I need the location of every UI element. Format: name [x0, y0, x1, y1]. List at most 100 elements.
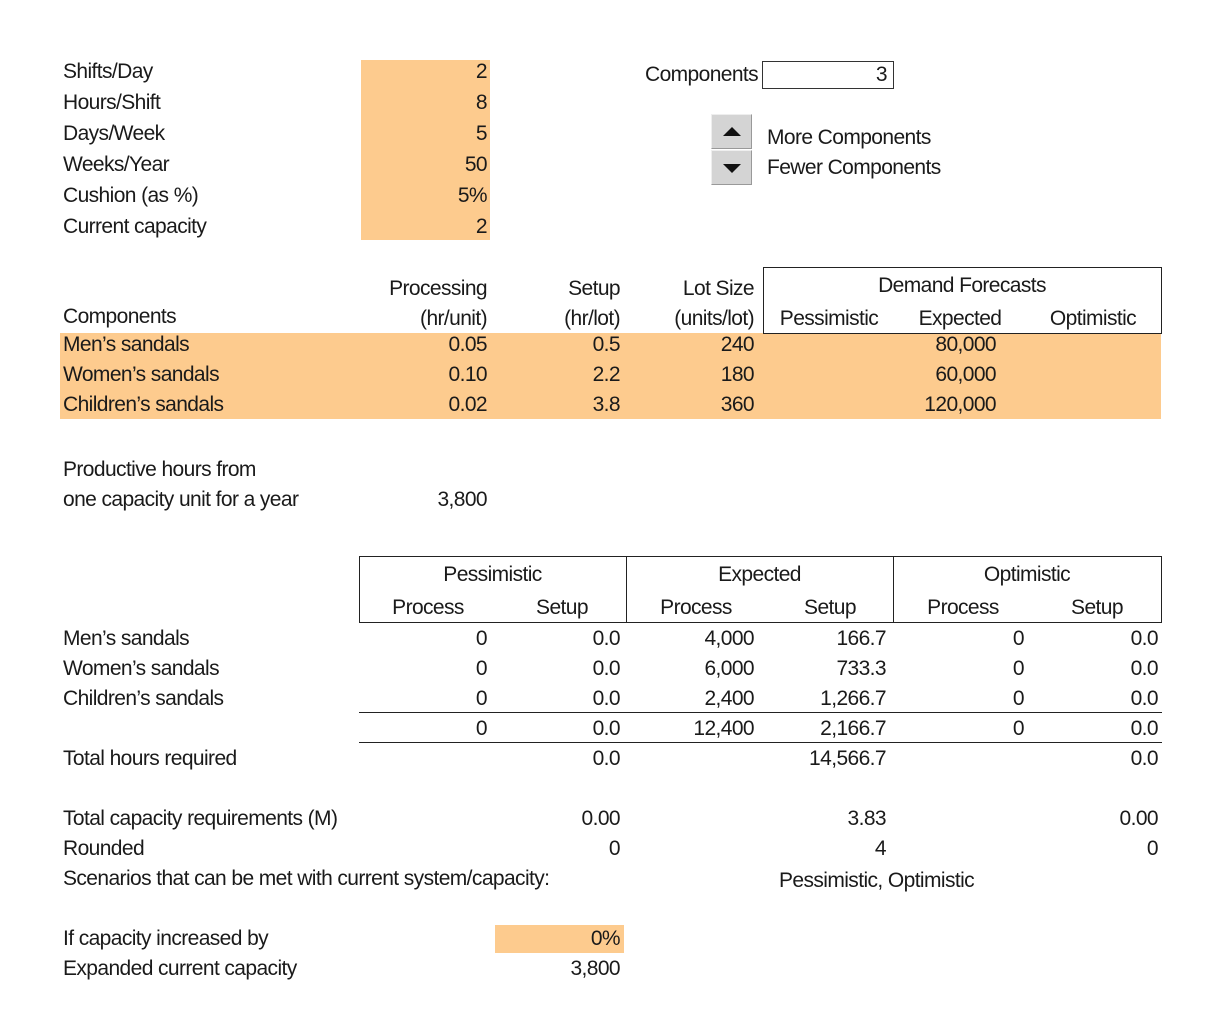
- subtotal-setup-pessimistic: 0.0: [592, 717, 621, 740]
- rounded-pessimistic: 0: [608, 837, 621, 860]
- param-label: Weeks/Year: [63, 153, 170, 176]
- subtotal-process-pessimistic: 0: [475, 717, 488, 740]
- scenarios-met-label: Scenarios that can be met with current s…: [63, 867, 550, 890]
- subtotal-line: [359, 712, 1162, 713]
- process-pessimistic: 0: [475, 657, 488, 680]
- total-hours-label: Total hours required: [63, 747, 237, 770]
- process-optimistic: 0: [1012, 687, 1025, 710]
- pessimistic-header: Pessimistic: [779, 307, 879, 330]
- productive-hours-label: Productive hours from: [63, 458, 256, 481]
- rounded-label: Rounded: [63, 837, 145, 860]
- param-label: Current capacity: [63, 215, 207, 238]
- demand-forecasts-box: [763, 267, 1162, 334]
- more-components-label: More Components: [767, 126, 931, 149]
- component-name: Children’s sandals: [63, 687, 224, 710]
- more-components-button[interactable]: [711, 114, 752, 149]
- setup-expected: 1,266.7: [820, 687, 886, 710]
- process-optimistic: 0: [1012, 627, 1025, 650]
- subtotal-process-expected: 12,400: [693, 717, 754, 740]
- increase-input-fill: [495, 925, 624, 953]
- param-value-shifts-day[interactable]: 2: [475, 60, 488, 83]
- param-value-current-capacity[interactable]: 2: [475, 215, 488, 238]
- processing-value[interactable]: 0.05: [448, 333, 488, 356]
- triangle-down-icon: [723, 164, 741, 173]
- productive-hours-value: 3,800: [437, 488, 487, 511]
- expected-demand-value[interactable]: 60,000: [935, 363, 996, 386]
- scenario-header-optimistic: Optimistic: [983, 563, 1071, 586]
- increase-value[interactable]: 0%: [590, 927, 621, 950]
- params-input-fill: [361, 60, 490, 240]
- components-input-fill: [60, 333, 1161, 419]
- lot-size-value[interactable]: 180: [720, 363, 755, 386]
- capacity-requirements-label: Total capacity requirements (M): [63, 807, 338, 830]
- setup-pessimistic: 0.0: [592, 627, 621, 650]
- param-value-days-week[interactable]: 5: [475, 122, 488, 145]
- process-optimistic: 0: [1012, 657, 1025, 680]
- setup-optimistic: 0.0: [1130, 687, 1159, 710]
- param-value-cushion[interactable]: 5%: [457, 184, 488, 207]
- component-name: Women’s sandals: [63, 657, 220, 680]
- expected-demand-value[interactable]: 80,000: [935, 333, 996, 356]
- component-name[interactable]: Men’s sandals: [63, 333, 190, 356]
- scenario-header-pessimistic: Pessimistic: [443, 563, 542, 586]
- scenarios-met-value: Pessimistic, Optimistic: [779, 869, 975, 892]
- param-value-hours-shift[interactable]: 8: [475, 91, 488, 114]
- setup-unit-header: (hr/lot): [564, 307, 620, 330]
- process-header: Process: [660, 596, 732, 619]
- lot-size-unit-header: (units/lot): [674, 307, 754, 330]
- setup-optimistic: 0.0: [1130, 657, 1159, 680]
- setup-value[interactable]: 2.2: [592, 363, 621, 386]
- setup-header: Setup: [568, 277, 620, 300]
- rounded-optimistic: 0: [1146, 837, 1159, 860]
- setup-pessimistic: 0.0: [592, 657, 621, 680]
- processing-value[interactable]: 0.02: [448, 393, 488, 416]
- triangle-up-icon: [723, 127, 741, 136]
- processing-header: Processing: [389, 277, 487, 300]
- expanded-capacity-value: 3,800: [570, 957, 620, 980]
- param-label: Shifts/Day: [63, 60, 153, 83]
- setup-header: Setup: [1071, 596, 1123, 619]
- param-label: Hours/Shift: [63, 91, 161, 114]
- demand-forecasts-title: Demand Forecasts: [878, 274, 1046, 297]
- process-expected: 2,400: [704, 687, 754, 710]
- component-name: Men’s sandals: [63, 627, 190, 650]
- subtotal-process-optimistic: 0: [1012, 717, 1025, 740]
- fewer-components-button[interactable]: [711, 150, 752, 185]
- subtotal-setup-optimistic: 0.0: [1130, 717, 1159, 740]
- setup-optimistic: 0.0: [1130, 627, 1159, 650]
- process-expected: 6,000: [704, 657, 754, 680]
- lot-size-value[interactable]: 240: [720, 333, 755, 356]
- total-line: [359, 742, 1162, 743]
- component-name[interactable]: Children’s sandals: [63, 393, 224, 416]
- process-header: Process: [392, 596, 464, 619]
- param-label: Cushion (as %): [63, 184, 199, 207]
- component-name[interactable]: Women’s sandals: [63, 363, 220, 386]
- lot-size-value[interactable]: 360: [720, 393, 755, 416]
- param-label: Days/Week: [63, 122, 165, 145]
- rounded-expected: 4: [874, 837, 887, 860]
- process-pessimistic: 0: [475, 627, 488, 650]
- setup-value[interactable]: 3.8: [592, 393, 621, 416]
- param-value-weeks-year[interactable]: 50: [464, 153, 488, 176]
- setup-value[interactable]: 0.5: [592, 333, 621, 356]
- components-label: Components: [645, 63, 759, 86]
- optimistic-header: Optimistic: [1049, 307, 1137, 330]
- subtotal-setup-expected: 2,166.7: [820, 717, 886, 740]
- scenario-header-expected: Expected: [718, 563, 801, 586]
- total-hours-optimistic: 0.0: [1130, 747, 1159, 770]
- setup-expected: 733.3: [836, 657, 886, 680]
- productive-hours-label-2: one capacity unit for a year: [63, 488, 299, 511]
- expanded-capacity-label: Expanded current capacity: [63, 957, 297, 980]
- components-count-field[interactable]: 3: [762, 61, 894, 89]
- expected-demand-value[interactable]: 120,000: [924, 393, 996, 416]
- setup-header: Setup: [536, 596, 588, 619]
- setup-pessimistic: 0.0: [592, 687, 621, 710]
- capacity-pessimistic: 0.00: [581, 807, 621, 830]
- total-hours-expected: 14,566.7: [809, 747, 887, 770]
- process-expected: 4,000: [704, 627, 754, 650]
- processing-unit-header: (hr/unit): [420, 307, 488, 330]
- fewer-components-label: Fewer Components: [767, 156, 941, 179]
- processing-value[interactable]: 0.10: [448, 363, 488, 386]
- increase-label: If capacity increased by: [63, 927, 269, 950]
- setup-expected: 166.7: [836, 627, 886, 650]
